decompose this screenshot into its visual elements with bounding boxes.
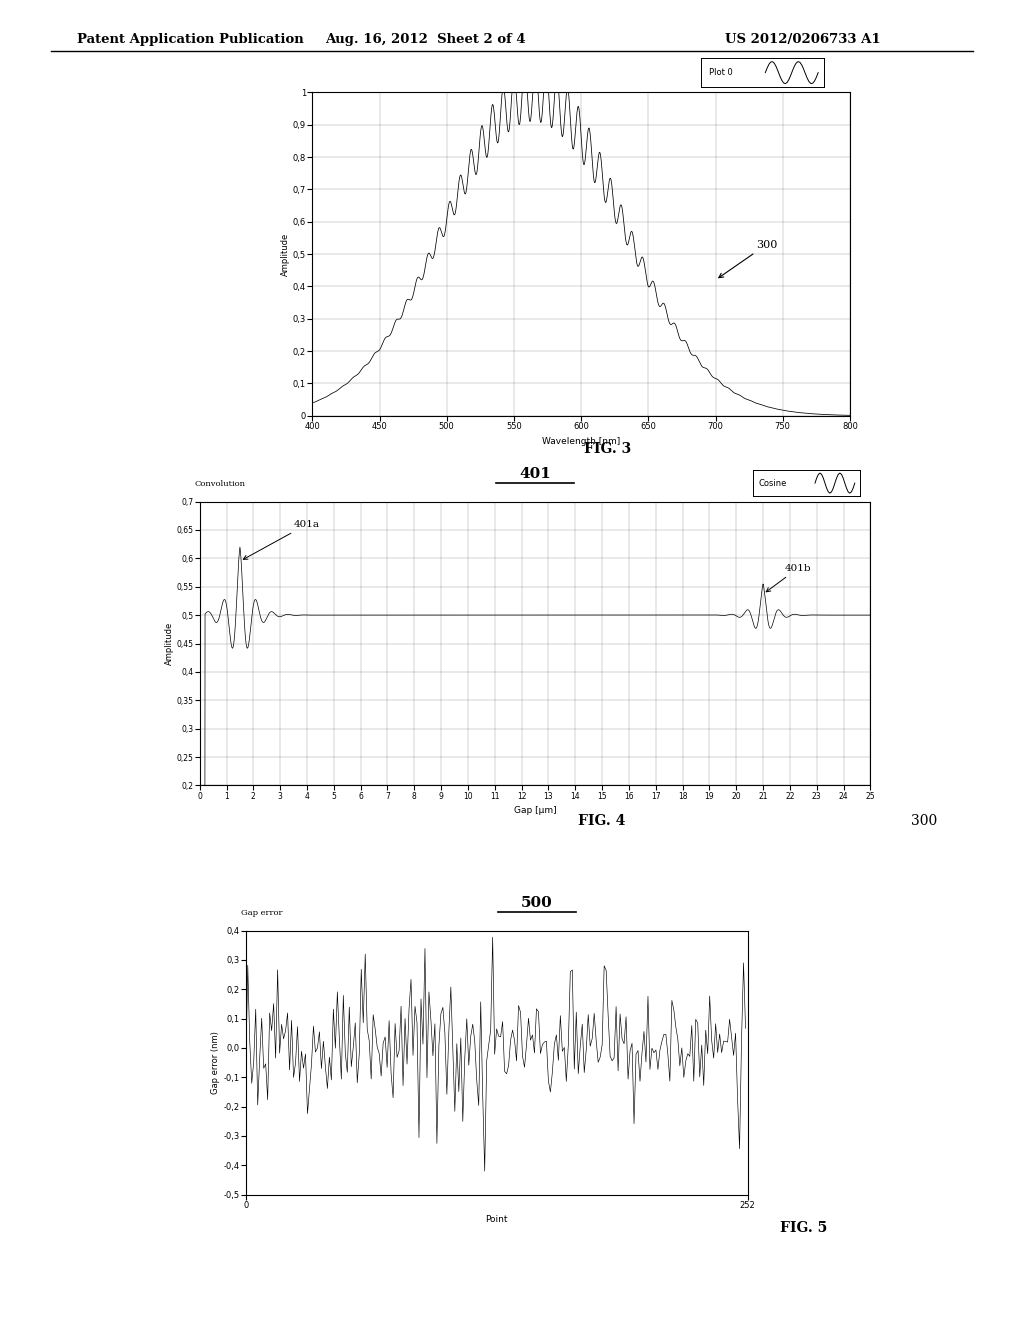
Text: FIG. 5: FIG. 5 xyxy=(780,1221,827,1234)
X-axis label: Gap [µm]: Gap [µm] xyxy=(514,807,556,816)
Text: Patent Application Publication: Patent Application Publication xyxy=(77,33,303,46)
Text: FIG. 4: FIG. 4 xyxy=(579,814,626,828)
Text: Aug. 16, 2012  Sheet 2 of 4: Aug. 16, 2012 Sheet 2 of 4 xyxy=(325,33,525,46)
Text: Cosine: Cosine xyxy=(758,479,786,487)
Text: Plot 0: Plot 0 xyxy=(709,69,732,77)
Text: FIG. 3: FIG. 3 xyxy=(585,442,632,455)
Text: 401: 401 xyxy=(519,467,551,480)
Text: US 2012/0206733 A1: US 2012/0206733 A1 xyxy=(725,33,881,46)
Text: 300: 300 xyxy=(719,240,777,277)
Text: Gap error: Gap error xyxy=(241,908,283,917)
Text: 500: 500 xyxy=(521,896,553,909)
Text: Convolution: Convolution xyxy=(195,479,246,488)
Y-axis label: Amplitude: Amplitude xyxy=(165,622,174,665)
Y-axis label: Gap error (nm): Gap error (nm) xyxy=(212,1031,220,1094)
Text: 300: 300 xyxy=(911,814,938,828)
Text: 401a: 401a xyxy=(244,520,319,560)
X-axis label: Point: Point xyxy=(485,1216,508,1225)
Y-axis label: Amplitude: Amplitude xyxy=(281,232,290,276)
Text: 401b: 401b xyxy=(766,564,811,591)
X-axis label: Wavelength [nm]: Wavelength [nm] xyxy=(542,437,621,446)
